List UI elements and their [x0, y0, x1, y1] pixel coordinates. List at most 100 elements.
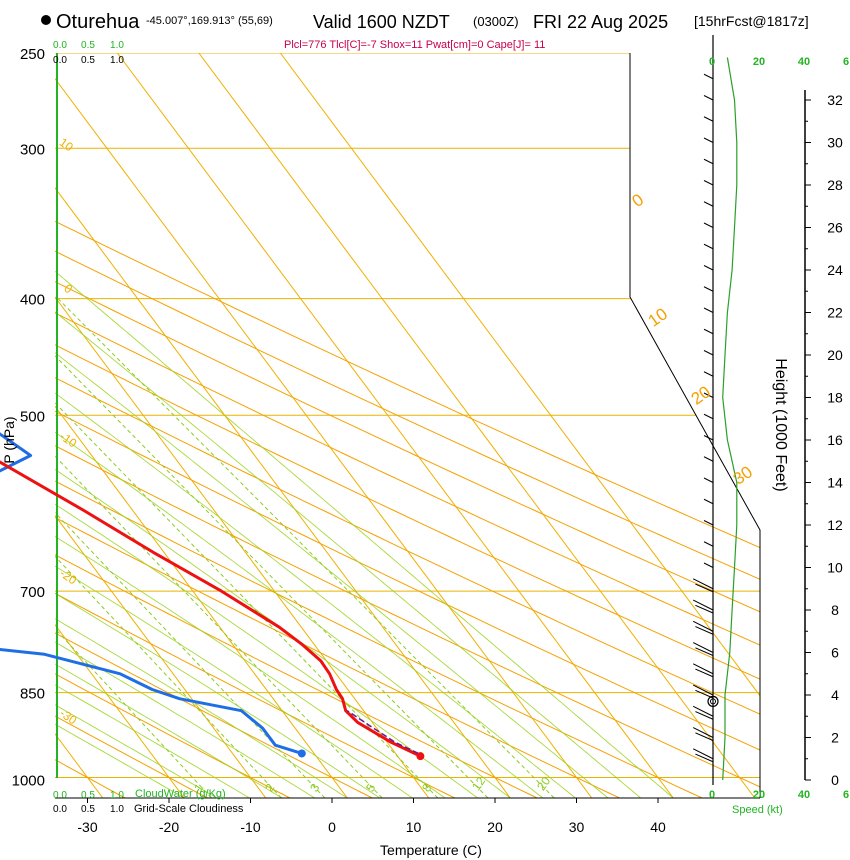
height-tick-label: 32: [827, 92, 843, 108]
isotherm-line: [55, 53, 430, 798]
mixing-ratio-label: 2: [262, 781, 277, 795]
cloud-axis-bottom-label: 0.0: [53, 790, 67, 801]
right-frame-line: [629, 53, 761, 798]
x-tick-label: 30: [569, 819, 585, 835]
calm-wind-icon: [707, 695, 719, 707]
wind-barb: [703, 392, 714, 398]
wind-barb: [703, 477, 714, 483]
station-coords: -45.007°,169.913° (55,69): [146, 15, 273, 27]
isotherm-line: [279, 53, 760, 798]
wind-barb: [703, 328, 714, 335]
wind-barb: [695, 668, 714, 678]
wind-barb: [703, 116, 714, 122]
dry-adiabat: [55, 53, 760, 798]
cloud-axis-bottom-label-black: 1.0: [110, 804, 124, 815]
dry-adiabat: [55, 53, 456, 798]
moist-adiabat: [55, 53, 413, 798]
wind-barb: [695, 626, 714, 635]
wind-barb: [703, 73, 714, 80]
cloudiness-label: Grid-Scale Cloudiness: [134, 803, 244, 815]
height-tick-label: 4: [831, 687, 839, 703]
isotherm-label: 0: [62, 281, 76, 296]
calm-wind-inner-icon: [710, 698, 716, 705]
pressure-tick-label: 400: [20, 292, 45, 309]
wind-barb: [692, 748, 714, 760]
height-tick-label: 16: [827, 432, 843, 448]
moist-adiabat: [55, 53, 641, 798]
wind-barb: [703, 307, 714, 313]
moist-adiabat: [55, 53, 674, 798]
mixing-ratio-line: [55, 298, 282, 798]
curves-layer: [0, 432, 425, 761]
surface-temperature-point: [416, 752, 425, 761]
wind-barb: [695, 732, 714, 741]
text-layer: -30 -20 -10 0 10 20 30 402503004005007008501000…: [12, 40, 849, 835]
height-tick-label: 0: [831, 772, 839, 788]
wind-barb: [703, 520, 714, 526]
pressure-tick-label: 250: [20, 46, 45, 63]
y-axis-title: P (hPa): [1, 416, 17, 463]
wind-layer: [692, 35, 738, 785]
cloud-axis-bottom-label: 1.0: [110, 790, 124, 801]
utc-time: (0300Z): [473, 14, 519, 29]
speed-axis-bottom-label: 6: [843, 789, 849, 801]
station-marker-icon: [41, 15, 51, 25]
mixing-ratio-line: [55, 298, 489, 798]
speed-axis-top-label: 20: [753, 56, 765, 68]
wind-barb: [703, 180, 714, 186]
wind-barb: [703, 137, 714, 143]
dry-adiabat: [55, 53, 760, 798]
moist-adiabat: [55, 53, 446, 798]
cloud-axis-top-label: 0.5: [81, 40, 95, 51]
moist-adiabat: [55, 53, 315, 798]
isotherm-label: 10: [57, 135, 76, 154]
mixing-ratio-line: [55, 298, 326, 798]
speed-axis-top-label: 0: [709, 56, 715, 68]
dry-adiabat: [55, 53, 538, 798]
x-tick-label: -10: [240, 819, 260, 835]
wind-barb: [692, 599, 714, 611]
speed-axis-top-label: 40: [798, 56, 810, 68]
cloud-axis-bottom-label: 0.5: [81, 790, 95, 801]
wind-barb: [703, 371, 714, 377]
station-name: Oturehua: [56, 11, 140, 33]
dry-adiabat: [55, 53, 126, 798]
parcel-line: [346, 710, 419, 755]
wind-barb: [692, 620, 714, 632]
pressure-tick-label: 850: [20, 686, 45, 703]
theta-label: 0: [629, 190, 648, 211]
x-tick-label: -30: [77, 819, 97, 835]
dry-adiabat: [55, 53, 760, 798]
theta-label: 20: [688, 382, 714, 408]
moist-adiabat: [55, 53, 348, 798]
valid-date: FRI 22 Aug 2025: [533, 12, 668, 32]
moist-adiabat: [55, 53, 478, 798]
cloud-axis-top-label: 0.0: [53, 40, 67, 51]
pressure-tick-label: 300: [20, 141, 45, 158]
valid-time: Valid 1600 NZDT: [313, 12, 450, 32]
height-tick-label: 24: [827, 262, 843, 278]
moist-adiabat: [55, 53, 283, 798]
moist-adiabat: [55, 53, 250, 798]
wind-barb: [695, 604, 714, 614]
speed-axis-bottom-label: 40: [798, 789, 810, 801]
surface-dewpoint-point: [297, 749, 306, 758]
height-tick-label: 28: [827, 177, 843, 193]
mixing-ratio-line: [55, 298, 383, 798]
wind-barb: [703, 265, 714, 271]
dry-adiabat: [55, 53, 208, 798]
isotherm-line: [55, 53, 267, 798]
wind-barb: [703, 222, 714, 228]
height-tick-label: 12: [827, 517, 843, 533]
moist-adiabat: [55, 53, 218, 798]
isotherm-line: [55, 53, 593, 798]
height-tick-label: 30: [827, 135, 843, 151]
dry-adiabat: [55, 53, 760, 798]
moist-adiabat: [55, 53, 609, 798]
wind-barb: [703, 286, 714, 292]
wind-barb: [695, 753, 714, 763]
wind-barb: [692, 727, 714, 738]
wind-barb: [692, 684, 714, 696]
wind-barb: [695, 711, 714, 720]
